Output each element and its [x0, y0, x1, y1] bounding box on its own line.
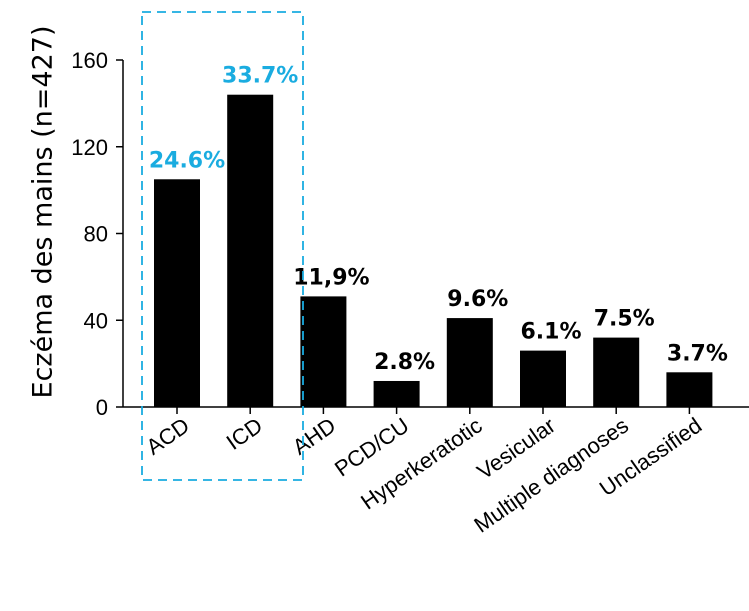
y-tick-label-0: 0: [96, 395, 108, 420]
bar-unclassified: [666, 372, 713, 407]
data-label-ahd: 11,9%: [293, 265, 369, 290]
bar-pcd-cu: [373, 380, 420, 407]
x-tick-label-icd: ICD: [222, 413, 267, 455]
data-label-multiple-diagnoses: 7.5%: [594, 307, 655, 332]
highlight-box: [141, 11, 304, 481]
bar-icd: [227, 94, 274, 407]
bar-acd: [154, 179, 200, 407]
y-tick-label-160: 160: [71, 48, 108, 73]
data-label-vesicular: 6.1%: [520, 320, 581, 345]
y-ticks: 0 40 80 120 160: [71, 48, 123, 420]
x-tick-label-ahd: AHD: [288, 413, 340, 460]
y-tick-label-40: 40: [84, 308, 108, 333]
y-tick-label-80: 80: [84, 222, 108, 247]
x-tick-label-acd: ACD: [141, 413, 193, 460]
bar-vesicular: [520, 350, 566, 407]
data-labels: 24.6% 33.7% 11,9% 2.8% 9.6% 6.1% 7.5% 3.7%: [149, 64, 728, 375]
data-label-pcd-cu: 2.8%: [374, 350, 435, 375]
bar-ahd: [300, 296, 347, 407]
y-tick-label-120: 120: [71, 135, 108, 160]
data-label-acd: 24.6%: [149, 148, 225, 173]
data-label-unclassified: 3.7%: [667, 341, 728, 366]
bar-hyperkeratotic: [446, 318, 493, 407]
bars: [154, 94, 713, 407]
data-label-icd: 33.7%: [222, 64, 298, 89]
y-axis-label: Eczéma des mains (n=427): [28, 26, 59, 399]
bar-multiple-diagnoses: [593, 337, 640, 407]
data-label-hyperkeratotic: 9.6%: [447, 287, 508, 312]
x-ticks: ACD ICD AHDPCD/CUHyperkeratoticVesicularMu…: [141, 407, 706, 538]
